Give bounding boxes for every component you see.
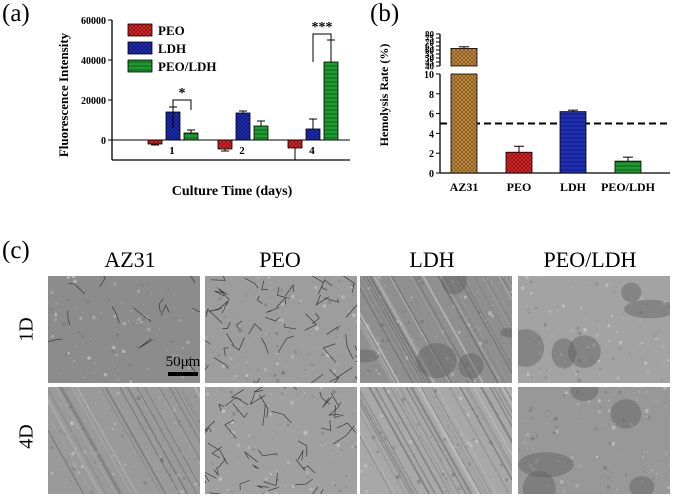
chart-a-bar — [147, 139, 163, 145]
chart-b-ytick-label: 70 — [425, 38, 435, 48]
sem-image-peoldh-4d — [518, 387, 670, 494]
chart-a-ytick-label: 60000 — [81, 16, 106, 27]
sem-image-az31-4d — [48, 387, 200, 494]
chart-b-ytick-label: 50 — [425, 54, 435, 64]
chart-b-ytick-label: 60 — [425, 46, 435, 56]
chart-a-bar — [217, 139, 233, 150]
chart-a-legend-label: LDH — [158, 41, 186, 56]
sem-row-1d: 1D — [15, 317, 38, 342]
chart-b-category-label: PEO/LDH — [601, 180, 656, 194]
chart-b-ylabel: Hemolysis Rate (%) — [377, 44, 391, 147]
chart-a-category-label: 4 — [309, 145, 315, 157]
chart-a-category-label: 2 — [239, 145, 245, 157]
chart-a-bar — [323, 61, 339, 141]
sem-col-peo: PEO — [259, 247, 301, 272]
chart-a-sig-label: * — [179, 86, 186, 101]
chart-b-ytick-label: 8 — [429, 90, 434, 101]
chart-a-bar — [235, 112, 251, 141]
chart-a-ytick-label: 40000 — [81, 56, 106, 67]
chart-b-ytick-label: 45 — [425, 58, 435, 68]
chart-a-legend-swatch — [127, 23, 153, 37]
chart-b-bar — [614, 160, 642, 174]
scale-bar: 50μm — [163, 354, 203, 380]
chart-a-bar — [253, 125, 269, 141]
chart-a-legend-swatch — [127, 59, 153, 73]
chart-a-legend-swatch — [127, 41, 153, 55]
chart-b-ytick-label: 2 — [429, 149, 434, 160]
sem-col-ldh: LDH — [409, 247, 455, 272]
scale-bar-line — [168, 372, 198, 376]
chart-a-bar — [305, 128, 321, 141]
chart-b: Hemolysis Rate (%) 0 2 4 6 8 1040455055606570… — [377, 30, 670, 194]
chart-a-xlabel: Culture Time (days) — [172, 184, 293, 199]
chart-b-bar — [559, 111, 587, 174]
chart-a-bar — [287, 139, 303, 149]
chart-b-ytick-label: 75 — [425, 34, 435, 44]
chart-b-bar — [450, 48, 478, 67]
chart-b-ytick-label: 65 — [425, 42, 435, 52]
sem-col-peoldh: PEO/LDH — [543, 247, 637, 272]
sem-image-grid — [48, 276, 673, 498]
chart-a-sig-bracket — [312, 33, 332, 62]
chart-a-category-label: 1 — [169, 145, 175, 157]
panel-label-b: (b) — [370, 0, 400, 27]
chart-b-ytick-label: 6 — [429, 110, 434, 121]
chart-a: Fluorescence Intensity Culture Time (day… — [56, 16, 350, 199]
chart-a-sig-bracket — [172, 99, 192, 128]
panel-label-c: (c) — [2, 237, 30, 264]
chart-a-bar — [183, 132, 199, 141]
sem-row-4d: 4D — [15, 424, 38, 449]
chart-b-ytick-label: 4 — [429, 129, 434, 140]
sem-image-peoldh-1d — [518, 276, 670, 383]
chart-a-ytick-label: 0 — [101, 136, 106, 147]
sem-col-az31: AZ31 — [104, 247, 156, 272]
chart-a-legend-label: PEO — [158, 23, 185, 38]
chart-b-category-label: AZ31 — [450, 180, 479, 194]
chart-b-ytick-label: 55 — [425, 50, 435, 60]
sem-image-peo-4d — [205, 387, 357, 494]
chart-a-ylabel: Fluorescence Intensity — [56, 32, 71, 157]
sem-image-ldh-4d — [360, 387, 512, 494]
sem-image-ldh-1d — [360, 276, 512, 383]
chart-b-bar — [450, 73, 478, 174]
chart-a-ytick-label: 20000 — [81, 96, 106, 107]
sem-image-peo-1d — [205, 276, 357, 383]
chart-b-ytick-label: 80 — [425, 30, 435, 40]
scale-bar-label: 50μm — [165, 354, 201, 370]
panel-label-a: (a) — [2, 0, 30, 27]
chart-b-ytick-label: 10 — [424, 70, 434, 81]
sem-image-az31-1d — [48, 276, 200, 383]
chart-b-category-label: PEO — [507, 180, 532, 194]
chart-a-legend-label: PEO/LDH — [158, 59, 217, 74]
chart-b-category-label: LDH — [560, 180, 587, 194]
chart-b-ytick-label: 0 — [429, 169, 434, 180]
chart-a-sig-label: *** — [312, 20, 333, 35]
chart-b-bar — [505, 151, 533, 174]
chart-b-ytick-label: 40 — [425, 62, 435, 72]
